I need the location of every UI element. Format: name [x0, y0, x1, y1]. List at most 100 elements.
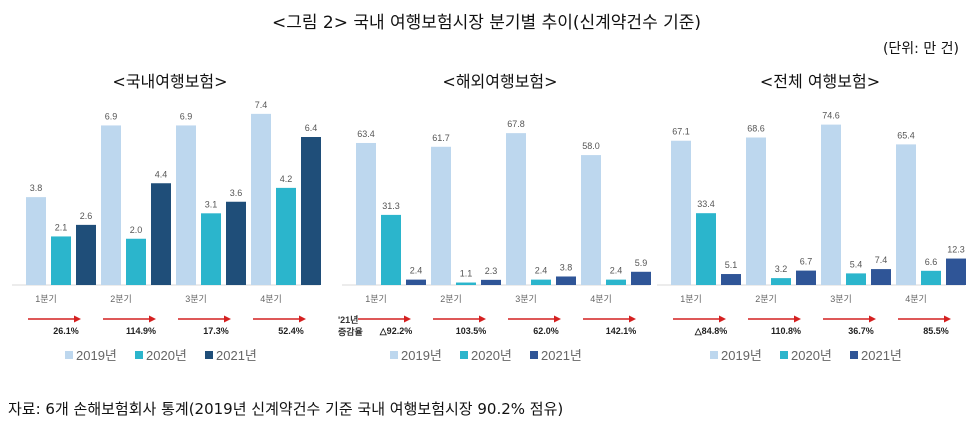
bar-2020년-4분기 — [276, 187, 296, 285]
data-label: 68.6 — [747, 124, 765, 134]
growth-value: 142.1% — [606, 326, 637, 336]
data-label: 3.1 — [205, 199, 218, 209]
legend-swatch — [530, 351, 538, 359]
bar-2020년-4분기 — [606, 279, 626, 285]
quarter-label: 2분기 — [440, 294, 462, 304]
legend-label: 2019년 — [401, 348, 442, 363]
bar-2020년-2분기 — [771, 278, 791, 285]
data-label: 12.3 — [947, 245, 965, 255]
quarter-label: 4분기 — [260, 294, 282, 304]
bar-2020년-2분기 — [456, 282, 476, 285]
legend-label: 2021년 — [541, 348, 582, 363]
bar-2021년-2분기 — [481, 279, 501, 285]
growth-value: 17.3% — [203, 326, 229, 336]
bar-2021년-1분기 — [76, 224, 96, 285]
bar-2019년-2분기 — [101, 125, 121, 285]
data-label: 5.4 — [850, 259, 863, 269]
legend-swatch — [460, 351, 468, 359]
data-label: 5.1 — [725, 260, 738, 270]
bar-2020년-1분기 — [51, 236, 71, 285]
quarter-label: 1분기 — [365, 294, 387, 304]
legend-swatch — [390, 351, 398, 359]
chart-domestic: 3.8 2.1 2.6 1분기 26.1% 6.9 2.0 4.4 2분기 114.9% 6.9 3.… — [12, 100, 321, 363]
bar-2020년-1분기 — [696, 213, 716, 285]
legend-swatch — [135, 351, 143, 359]
data-label: 6.6 — [925, 257, 938, 267]
data-label: 5.9 — [635, 258, 648, 268]
growth-value: △84.8% — [694, 326, 727, 336]
quarter-label: 4분기 — [905, 294, 927, 304]
bar-2020년-3분기 — [846, 273, 866, 285]
bar-2019년-4분기 — [251, 113, 271, 285]
data-label: 2.4 — [410, 266, 423, 276]
bar-2020년-2분기 — [126, 238, 146, 285]
data-label: 67.1 — [672, 127, 690, 137]
bar-2019년-3분기 — [176, 125, 196, 285]
panel-title-domestic: <국내여행보험> — [112, 72, 228, 91]
growth-value: 26.1% — [53, 326, 79, 336]
data-label: 3.6 — [230, 188, 243, 198]
legend-swatch — [850, 351, 858, 359]
data-label: 6.7 — [800, 257, 813, 267]
data-label: 1.1 — [460, 269, 473, 279]
legend-label: 2019년 — [721, 348, 762, 363]
arrow-head-icon — [479, 315, 486, 323]
data-label: 61.7 — [432, 133, 450, 143]
arrow-head-icon — [944, 315, 951, 323]
quarter-label: 1분기 — [680, 294, 702, 304]
data-label: 2.6 — [80, 211, 93, 221]
bar-2019년-2분기 — [431, 146, 451, 285]
data-label: 4.2 — [280, 174, 293, 184]
arrow-head-icon — [629, 315, 636, 323]
legend-swatch — [780, 351, 788, 359]
figure-title: <그림 2> 국내 여행보험시장 분기별 추이(신계약건수 기준) — [271, 13, 702, 33]
bar-2021년-4분기 — [301, 137, 321, 285]
arrow-head-icon — [404, 315, 411, 323]
source-note: 자료: 6개 손해보험회사 통계(2019년 신계약건수 기준 국내 여행보험시… — [8, 400, 564, 418]
bar-2020년-3분기 — [201, 213, 221, 285]
bar-2021년-2분기 — [796, 270, 816, 285]
arrow-head-icon — [869, 315, 876, 323]
bar-2019년-2분기 — [746, 137, 766, 285]
bar-2020년-1분기 — [381, 214, 401, 285]
bar-2020년-3분기 — [531, 279, 551, 285]
legend-swatch — [205, 351, 213, 359]
data-label: 58.0 — [582, 141, 600, 151]
unit-label: (단위: 만 건) — [882, 41, 959, 57]
legend-label: 2019년 — [76, 348, 117, 363]
data-label: 3.8 — [30, 183, 43, 193]
arrow-head-icon — [299, 315, 306, 323]
legend-label: 2020년 — [146, 348, 187, 363]
legend-label: 2021년 — [861, 348, 902, 363]
data-label: 6.9 — [180, 111, 193, 121]
data-label: 2.1 — [55, 222, 68, 232]
data-label: 2.4 — [610, 266, 623, 276]
chart-overseas: 63.4 31.3 2.4 1분기 △92.2% 61.7 1.1 2.3 2분기 103.5% 6… — [338, 119, 651, 363]
bar-2021년-1분기 — [721, 274, 741, 285]
bar-2021년-3분기 — [871, 269, 891, 285]
data-label: 3.8 — [560, 262, 573, 272]
data-label: 2.0 — [130, 225, 143, 235]
growth-label: 증감율 — [338, 326, 363, 337]
data-label: 31.3 — [382, 201, 400, 211]
data-label: 67.8 — [507, 119, 525, 129]
data-label: 4.4 — [155, 169, 168, 179]
bar-2019년-1분기 — [26, 197, 46, 285]
bar-2019년-3분기 — [506, 133, 526, 285]
growth-value: 36.7% — [848, 326, 874, 336]
bar-2019년-4분기 — [896, 144, 916, 285]
data-label: 7.4 — [255, 100, 268, 110]
arrow-head-icon — [719, 315, 726, 323]
data-label: 33.4 — [697, 199, 715, 209]
legend-swatch — [65, 351, 73, 359]
bar-2021년-4분기 — [946, 258, 966, 285]
legend-label: 2020년 — [791, 348, 832, 363]
growth-value: 52.4% — [278, 326, 304, 336]
growth-value: 114.9% — [126, 326, 156, 336]
growth-value: 85.5% — [923, 326, 949, 336]
legend-swatch — [710, 351, 718, 359]
data-label: 7.4 — [875, 255, 888, 265]
growth-value: 103.5% — [456, 326, 487, 336]
quarter-label: 3분기 — [185, 294, 207, 304]
data-label: 74.6 — [822, 111, 840, 121]
